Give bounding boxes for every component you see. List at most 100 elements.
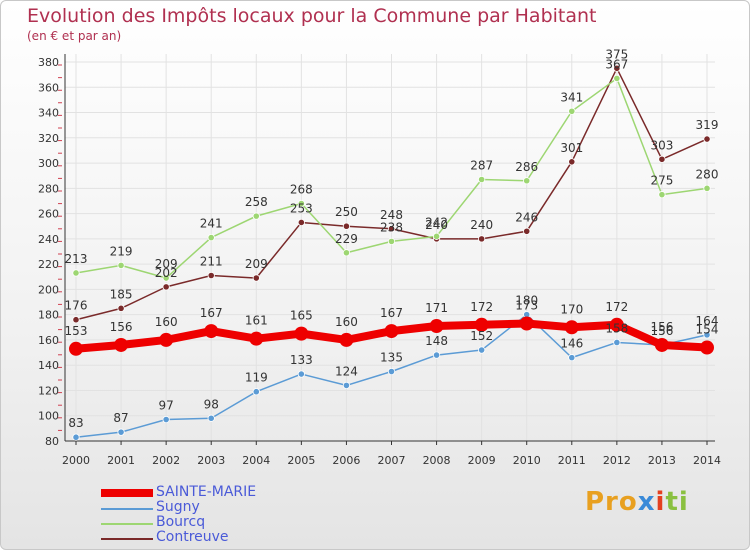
data-label-bourcq-2000: 213 [65, 252, 88, 266]
data-label-sainte-marie-2013: 156 [650, 320, 673, 334]
x-tick-label-2002: 2002 [152, 454, 180, 467]
x-tick-label-2005: 2005 [287, 454, 315, 467]
data-label-bourcq-2011: 341 [560, 90, 583, 104]
point-bourcq-2010 [523, 177, 531, 185]
point-bourcq-2003 [207, 234, 215, 242]
y-tick-label-360: 360 [38, 81, 59, 94]
point-sugny-2012 [613, 338, 621, 347]
point-sugny-2011 [568, 354, 576, 362]
point-sugny-2007 [387, 367, 396, 376]
data-label-sainte-marie-2010: 173 [515, 299, 538, 313]
point-sainte-marie-2005 [294, 326, 309, 341]
point-bourcq-2008 [432, 232, 441, 240]
point-contreuve-2007 [387, 225, 396, 233]
data-label-sugny-2001: 87 [113, 411, 128, 425]
point-contreuve-2009 [478, 235, 486, 243]
data-label-bourcq-2001: 219 [110, 244, 133, 258]
axes: 80 100 120 140 160 180 200 220 240 260 280 300 320 34… [38, 54, 721, 467]
point-sainte-marie-2001 [114, 337, 129, 352]
point-sainte-marie-2014 [700, 340, 714, 355]
point-sainte-marie-2006 [339, 332, 354, 347]
y-tick-label-220: 220 [38, 258, 59, 271]
point-sainte-marie-2010 [519, 316, 534, 331]
point-sugny-2006 [342, 381, 351, 390]
legend-label-sugny: Sugny [156, 499, 200, 515]
point-contreuve-2000 [72, 316, 80, 324]
point-sugny-2014 [703, 331, 711, 339]
data-label-bourcq-2005: 268 [290, 182, 313, 196]
data-label-sugny-2003: 98 [204, 397, 219, 411]
data-label-sainte-marie-2011: 170 [560, 302, 583, 316]
point-contreuve-2001 [117, 304, 125, 312]
legend-label-sainte-marie: SAINTE-MARIE [156, 484, 257, 500]
data-label-contreuve-2008: 240 [425, 218, 448, 232]
data-label-bourcq-2002: 209 [155, 257, 178, 271]
y-tick-label-160: 160 [38, 334, 59, 347]
data-label-contreuve-2005: 253 [290, 201, 313, 215]
point-sugny-2002 [162, 415, 170, 424]
x-tick-label-2001: 2001 [107, 454, 135, 467]
data-label-sugny-2006: 124 [335, 364, 358, 378]
point-bourcq-2005 [297, 199, 305, 208]
data-label-contreuve-2002: 202 [155, 266, 178, 280]
data-label-sainte-marie-2000: 153 [65, 324, 88, 338]
data-label-sugny-2012: 158 [605, 321, 628, 335]
data-label-sainte-marie-2001: 156 [110, 320, 133, 334]
data-label-sugny-2013: 156 [650, 324, 673, 338]
y-tick-label-140: 140 [38, 359, 59, 372]
point-contreuve-2013 [658, 155, 666, 163]
x-tick-label-2000: 2000 [62, 454, 90, 467]
data-label-sugny-2007: 135 [380, 351, 403, 365]
grid [65, 54, 715, 442]
series-lines [69, 64, 714, 441]
data-label-bourcq-2013: 275 [650, 174, 673, 188]
data-label-contreuve-2003: 211 [200, 255, 223, 269]
point-sainte-marie-2007 [384, 324, 399, 339]
point-bourcq-2002 [162, 274, 170, 282]
y-tick-label-300: 300 [38, 157, 59, 170]
chart-subtitle: (en € et par an) [27, 29, 122, 43]
point-contreuve-2014 [703, 135, 711, 143]
point-contreuve-2005 [297, 218, 305, 227]
y-tick-label-280: 280 [38, 182, 59, 195]
x-tick-label-2011: 2011 [558, 454, 586, 467]
data-label-bourcq-2008: 242 [425, 215, 448, 229]
y-tick-label-260: 260 [38, 208, 59, 221]
y-tick-label-240: 240 [38, 233, 59, 246]
point-sainte-marie-2002 [159, 332, 174, 347]
data-label-bourcq-2009: 287 [470, 158, 493, 172]
x-tick-label-2008: 2008 [423, 454, 451, 467]
point-sugny-2005 [297, 370, 305, 378]
point-contreuve-2011 [568, 158, 576, 166]
x-tick-label-2006: 2006 [332, 454, 360, 467]
data-label-sainte-marie-2006: 160 [335, 315, 358, 329]
x-tick-label-2009: 2009 [468, 454, 496, 467]
data-label-bourcq-2012: 367 [605, 57, 628, 71]
data-label-sainte-marie-2002: 160 [155, 315, 178, 329]
y-tick-label-340: 340 [38, 107, 59, 120]
x-tick-label-2014: 2014 [693, 454, 721, 467]
point-contreuve-2004 [252, 274, 260, 282]
legend-swatch-sainte-marie [101, 489, 153, 497]
proxiti-logo: Proxiti [585, 487, 689, 517]
data-label-sugny-2009: 152 [470, 329, 493, 343]
point-contreuve-2010 [523, 227, 531, 235]
point-sainte-marie-2004 [249, 331, 264, 346]
data-label-contreuve-2011: 301 [560, 141, 583, 155]
data-label-contreuve-2001: 185 [110, 287, 133, 301]
x-tick-label-2010: 2010 [513, 454, 541, 467]
data-label-contreuve-2004: 209 [245, 257, 268, 271]
point-sainte-marie-2003 [204, 324, 219, 339]
point-bourcq-2004 [252, 212, 260, 220]
data-label-sainte-marie-2005: 165 [290, 309, 313, 323]
data-label-sainte-marie-2003: 167 [200, 306, 223, 320]
y-tick-label-380: 380 [38, 56, 59, 69]
chart-title: Evolution des Impôts locaux pour la Comm… [27, 5, 597, 27]
data-label-contreuve-2007: 248 [380, 208, 403, 222]
data-label-sugny-2004: 119 [245, 371, 268, 385]
point-contreuve-2006 [342, 222, 351, 230]
x-tick-label-2012: 2012 [603, 454, 631, 467]
legend-swatch-contreuve [101, 538, 153, 540]
